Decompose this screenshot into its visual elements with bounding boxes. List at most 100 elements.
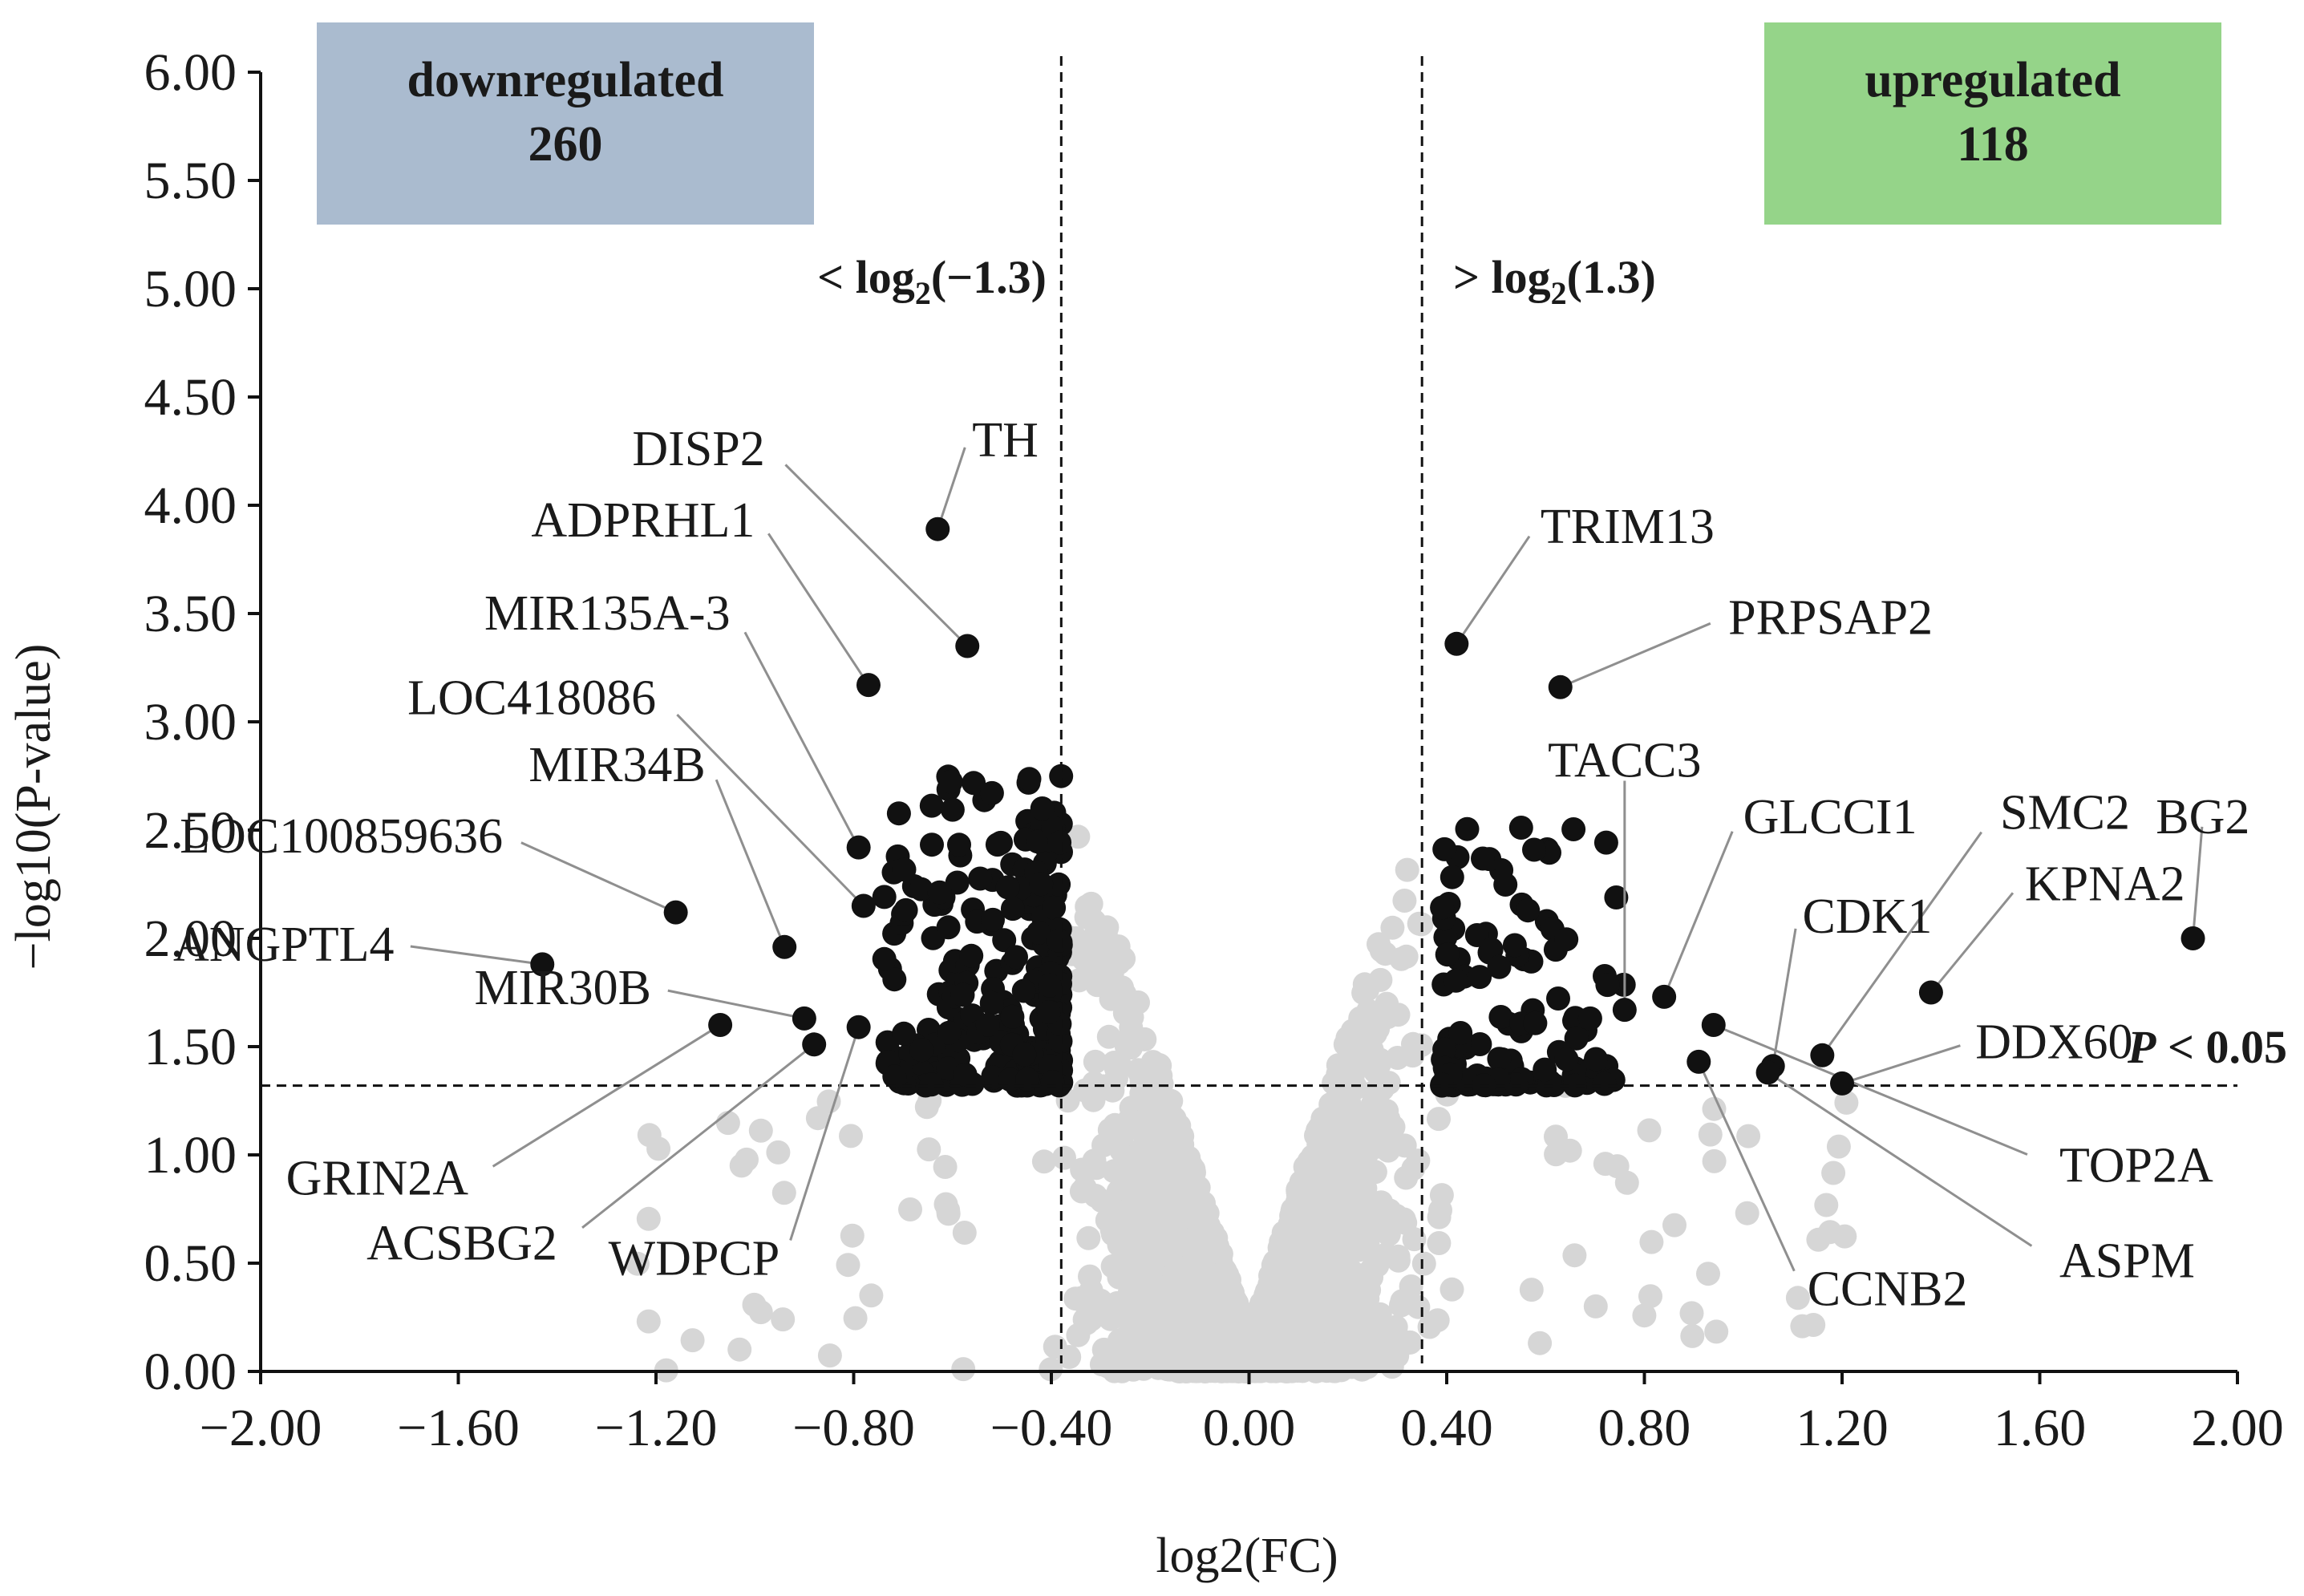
upregulated-point xyxy=(1508,816,1533,840)
nonsignificant-point xyxy=(1283,1333,1308,1358)
downregulated-point xyxy=(975,1012,1000,1037)
upregulated-point xyxy=(1564,1026,1589,1051)
nonsignificant-point xyxy=(1702,1148,1727,1173)
nonsignificant-point xyxy=(1355,1231,1380,1256)
downregulated-point xyxy=(1047,928,1071,953)
nonsignificant-point xyxy=(1077,900,1101,925)
nonsignificant-point xyxy=(1343,1164,1368,1189)
upregulated-point xyxy=(1554,1047,1579,1071)
nonsignificant-point xyxy=(1031,1149,1056,1174)
nonsignificant-point xyxy=(748,1300,773,1325)
nonsignificant-point xyxy=(1076,1225,1101,1250)
nonsignificant-point xyxy=(1116,1002,1141,1027)
nonsignificant-point xyxy=(1368,967,1393,992)
nonsignificant-point xyxy=(1087,945,1111,970)
nonsignificant-point xyxy=(1114,1035,1139,1059)
gene-label-angptl4: ANGPTL4 xyxy=(173,917,395,972)
downregulated-point xyxy=(1047,872,1071,897)
gene-point-acsbg2 xyxy=(802,1032,827,1057)
nonsignificant-point xyxy=(1221,1305,1245,1329)
nonsignificant-point xyxy=(1702,1096,1727,1121)
leader-line xyxy=(520,841,677,913)
nonsignificant-point xyxy=(1310,1221,1335,1246)
nonsignificant-point xyxy=(1439,1277,1464,1302)
leader-line xyxy=(1697,1061,1796,1272)
y-tick-label: 1.00 xyxy=(144,1126,237,1185)
upregulated-point xyxy=(1584,1047,1608,1071)
downregulated-point xyxy=(1040,1070,1065,1094)
leader-line xyxy=(1713,1023,2028,1156)
leader-line xyxy=(767,533,870,686)
nonsignificant-point xyxy=(1637,1118,1662,1143)
y-tick-label: 2.50 xyxy=(144,801,237,860)
nonsignificant-point xyxy=(1080,966,1105,990)
nonsignificant-point xyxy=(1348,1136,1373,1161)
nonsignificant-point xyxy=(636,1206,661,1231)
upregulated-point xyxy=(1487,954,1512,979)
nonsignificant-point xyxy=(1301,1357,1326,1382)
upregulated-point xyxy=(1516,898,1541,923)
upregulated-point xyxy=(1522,837,1546,862)
nonsignificant-point xyxy=(1605,1154,1630,1179)
downregulated-point xyxy=(1012,1042,1037,1067)
nonsignificant-point xyxy=(952,1221,977,1245)
nonsignificant-point xyxy=(1178,1152,1203,1177)
gene-labels: TH DISP2 ADPRHL1 MIR135A-3 LOC418086 MIR34B LO… xyxy=(173,413,2249,1316)
leader-line xyxy=(2192,826,2204,939)
nonsignificant-point xyxy=(1365,1253,1390,1278)
nonsignificant-point xyxy=(1155,1217,1180,1242)
nonsignificant-point xyxy=(1132,1356,1156,1381)
nonsignificant-point xyxy=(1323,1335,1348,1359)
nonsignificant-point xyxy=(1112,982,1137,1007)
nonsignificant-point xyxy=(636,1309,661,1334)
nonsignificant-point xyxy=(1557,1138,1582,1163)
downregulated-point xyxy=(893,897,918,922)
nonsignificant-point xyxy=(1562,1243,1587,1268)
nonsignificant-point xyxy=(1096,1024,1121,1049)
leader-line xyxy=(1560,622,1711,689)
nonsignificant-point xyxy=(1194,1228,1218,1253)
gene-label-th: TH xyxy=(972,413,1039,468)
nonsignificant-point xyxy=(1311,1169,1336,1194)
gene-label-smc2: SMC2 xyxy=(2000,785,2130,840)
nonsignificant-point xyxy=(1168,1131,1193,1156)
nonsignificant-point xyxy=(1376,1138,1401,1163)
nonsignificant-point xyxy=(715,1111,740,1136)
downregulated-point xyxy=(979,780,1004,805)
nonsignificant-point xyxy=(1386,1003,1411,1027)
gene-label-disp2: DISP2 xyxy=(632,422,764,476)
gene-point-prpsap2 xyxy=(1548,674,1573,699)
upregulated-point xyxy=(1435,942,1460,967)
upregulated-point xyxy=(1487,1047,1512,1071)
leader-line xyxy=(581,1043,816,1229)
nonsignificant-point xyxy=(1311,1289,1336,1314)
upregulated-point xyxy=(1448,1021,1473,1045)
y-tick-label: 3.50 xyxy=(144,585,237,643)
nonsignificant-point xyxy=(1395,857,1419,882)
downregulated-point xyxy=(1000,1004,1025,1029)
nonsignificant-point xyxy=(1380,915,1405,940)
gene-point-smc2 xyxy=(1810,1043,1835,1067)
downregulated-point xyxy=(1026,829,1050,854)
gene-point-adprhl1 xyxy=(856,673,881,698)
downregulated-point xyxy=(1029,872,1054,897)
gene-point-mir30b xyxy=(792,1006,816,1031)
leader-line xyxy=(1841,1044,1961,1085)
nonsignificant-point xyxy=(1662,1213,1686,1238)
nonsignificant-point xyxy=(1639,1229,1664,1254)
nonsignificant-point xyxy=(1367,1302,1392,1327)
nonsignificant-point xyxy=(1066,824,1091,849)
nonsignificant-point xyxy=(1696,1262,1720,1286)
nonsignificant-point xyxy=(933,1192,958,1217)
nonsignificant-point xyxy=(1118,1250,1143,1275)
nonsignificant-point xyxy=(1818,1220,1842,1245)
x-axis-title: log2(FC) xyxy=(1156,1529,1338,1583)
nonsignificant-point xyxy=(625,1251,650,1276)
downregulated-point xyxy=(1015,1067,1040,1092)
nonsignificant-point xyxy=(1353,1272,1378,1297)
downregulated-point xyxy=(882,967,907,992)
nonsignificant-point xyxy=(1363,1160,1387,1185)
nonsignificant-point xyxy=(1821,1161,1846,1185)
downregulated-point xyxy=(938,769,963,794)
nonsignificant-point xyxy=(1082,1071,1107,1096)
